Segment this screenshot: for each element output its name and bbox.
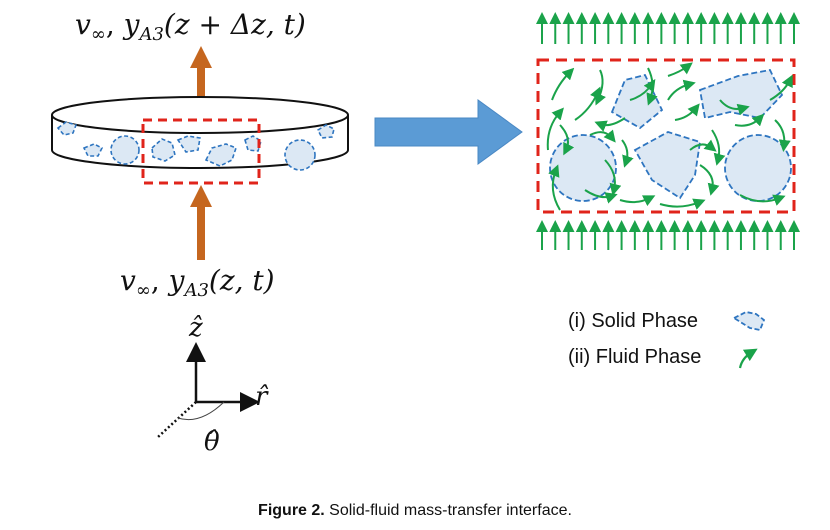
coordinate-axes: ẑ r̂ θ̂ (157, 313, 269, 457)
fluid-streamline (629, 79, 656, 101)
fluid-streamline (674, 103, 700, 121)
solid-phase-icon (732, 311, 766, 332)
zoomed-interface (536, 58, 796, 214)
fluid-streamline (546, 107, 564, 151)
zoom-solid-particles (549, 68, 792, 202)
fluid-streamline (594, 117, 626, 132)
fluid-streamline (659, 198, 706, 210)
top-flow-label: v∞, yA3(z + Δz, t) (75, 8, 306, 45)
inflow-arrow (190, 185, 212, 260)
fluid-streamline (667, 62, 693, 77)
fluid-streamline (604, 159, 622, 196)
fluid-streamline (769, 74, 793, 101)
figure-caption: Figure 2. Solid-fluid mass-transfer inte… (258, 502, 572, 519)
bottom-flow-label: v∞, yA3(z, t) (120, 264, 275, 301)
fluid-streamline (559, 124, 575, 156)
fluid-inflow-arrows-top (536, 12, 800, 44)
theta-axis-label: θ̂ (204, 427, 220, 457)
fluid-streamline (734, 113, 765, 127)
r-axis-label: r̂ (255, 382, 269, 412)
zoom-fluid-streamlines (546, 62, 793, 211)
fluid-streamline (619, 195, 656, 207)
fluid-streamline (667, 79, 696, 101)
fluid-streamline (621, 139, 634, 168)
fluid-streamline (589, 129, 616, 143)
legend-solid-label: (i) Solid Phase (568, 310, 698, 332)
fluid-streamline (548, 164, 561, 211)
fluid-streamline (711, 129, 726, 166)
legend-fluid-label: (ii) Fluid Phase (568, 346, 701, 368)
fluid-streamline (594, 69, 606, 106)
disk-solid-particles (56, 121, 335, 171)
fluid-streamline (699, 164, 720, 196)
fluid-streamline (551, 67, 575, 101)
fluid-streamline (774, 119, 791, 152)
outflow-arrow (190, 46, 212, 124)
fluid-streamline (719, 99, 750, 116)
fluid-phase-icon (738, 348, 758, 369)
theta-arc (177, 401, 225, 421)
legend: (i) Solid Phase (ii) Fluid Phase (568, 310, 766, 369)
z-axis-label: ẑ (188, 313, 203, 343)
fluid-inflow-arrows-bottom (536, 220, 800, 250)
fluid-streamline (739, 194, 786, 206)
zoom-arrow (374, 99, 523, 165)
fluid-streamline (689, 139, 717, 152)
column-slice-disk (51, 96, 349, 185)
fluid-streamline (584, 189, 618, 204)
